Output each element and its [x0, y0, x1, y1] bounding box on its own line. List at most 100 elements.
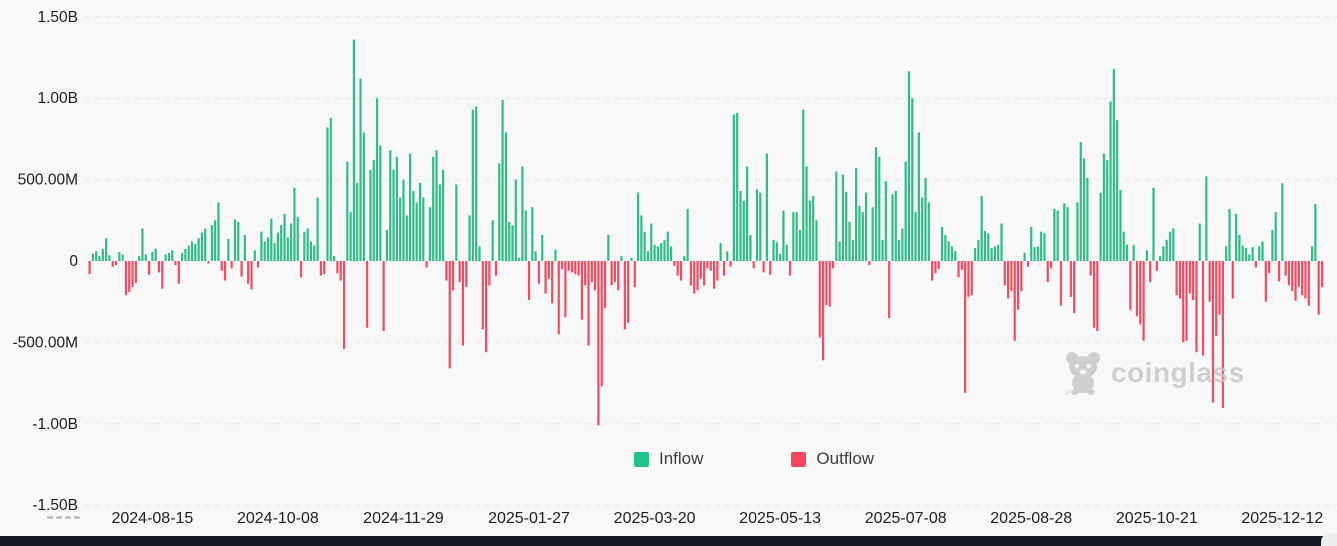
- bar-inflow[interactable]: [947, 241, 950, 261]
- bar-inflow[interactable]: [1030, 226, 1033, 261]
- bar-outflow[interactable]: [1307, 261, 1310, 306]
- bar-outflow[interactable]: [124, 261, 128, 296]
- bar-outflow[interactable]: [299, 261, 303, 278]
- bar-inflow[interactable]: [630, 257, 633, 261]
- bar-inflow[interactable]: [640, 215, 643, 261]
- bar-outflow[interactable]: [174, 261, 177, 266]
- bar-outflow[interactable]: [1178, 261, 1182, 299]
- bar-outflow[interactable]: [934, 261, 937, 274]
- bar-inflow[interactable]: [422, 197, 425, 261]
- bar-inflow[interactable]: [468, 215, 471, 261]
- bar-inflow[interactable]: [881, 239, 884, 261]
- bar-inflow[interactable]: [1116, 120, 1119, 262]
- bar-inflow[interactable]: [1112, 68, 1115, 262]
- bar-outflow[interactable]: [1185, 261, 1188, 341]
- bar-inflow[interactable]: [785, 244, 788, 261]
- bar-outflow[interactable]: [623, 261, 626, 330]
- bar-inflow[interactable]: [927, 202, 930, 261]
- bar-inflow[interactable]: [313, 245, 316, 261]
- bar-inflow[interactable]: [1125, 244, 1129, 261]
- bar-inflow[interactable]: [309, 241, 313, 261]
- bar-inflow[interactable]: [1086, 177, 1089, 261]
- bar-inflow[interactable]: [1145, 250, 1148, 261]
- bar-inflow[interactable]: [402, 179, 405, 261]
- bar-outflow[interactable]: [821, 261, 825, 361]
- bar-inflow[interactable]: [1225, 246, 1228, 261]
- bar-inflow[interactable]: [907, 71, 911, 261]
- bar-inflow[interactable]: [491, 220, 494, 261]
- bar-outflow[interactable]: [1254, 261, 1258, 268]
- bar-outflow[interactable]: [458, 261, 461, 283]
- bar-inflow[interactable]: [1099, 192, 1102, 261]
- bar-inflow[interactable]: [1234, 213, 1238, 261]
- bar-outflow[interactable]: [1003, 261, 1006, 286]
- bar-inflow[interactable]: [666, 231, 669, 261]
- bar-inflow[interactable]: [940, 226, 944, 261]
- bar-inflow[interactable]: [1053, 208, 1056, 261]
- bar-inflow[interactable]: [759, 192, 762, 261]
- bar-outflow[interactable]: [319, 261, 322, 276]
- bar-inflow[interactable]: [475, 106, 478, 261]
- bar-inflow[interactable]: [138, 256, 141, 261]
- bar-inflow[interactable]: [1168, 231, 1172, 261]
- bar-inflow[interactable]: [983, 230, 987, 261]
- bar-outflow[interactable]: [128, 261, 131, 292]
- bar-inflow[interactable]: [1056, 210, 1059, 261]
- bar-inflow[interactable]: [802, 109, 805, 261]
- bar-inflow[interactable]: [91, 253, 94, 261]
- bar-inflow[interactable]: [362, 132, 365, 261]
- bar-inflow[interactable]: [1083, 158, 1086, 261]
- bar-inflow[interactable]: [379, 145, 382, 261]
- bar-outflow[interactable]: [537, 261, 541, 284]
- bar-inflow[interactable]: [498, 163, 501, 261]
- bar-inflow[interactable]: [167, 252, 170, 261]
- bar-outflow[interactable]: [527, 261, 531, 301]
- bar-inflow[interactable]: [389, 150, 392, 261]
- bar-inflow[interactable]: [607, 234, 610, 261]
- bar-outflow[interactable]: [825, 261, 828, 305]
- bar-outflow[interactable]: [161, 261, 164, 289]
- bar-inflow[interactable]: [504, 132, 507, 261]
- bar-inflow[interactable]: [663, 239, 666, 261]
- bar-inflow[interactable]: [1251, 247, 1254, 261]
- bar-inflow[interactable]: [653, 244, 656, 261]
- bar-outflow[interactable]: [600, 261, 603, 387]
- bar-inflow[interactable]: [329, 117, 332, 262]
- bar-inflow[interactable]: [253, 250, 256, 261]
- legend-item-outflow[interactable]: Outflow: [791, 449, 874, 469]
- bar-inflow[interactable]: [372, 160, 375, 261]
- bar-inflow[interactable]: [779, 253, 782, 261]
- bar-outflow[interactable]: [323, 261, 326, 275]
- bar-outflow[interactable]: [1268, 261, 1271, 274]
- bar-inflow[interactable]: [871, 207, 874, 261]
- bar-outflow[interactable]: [1026, 261, 1030, 267]
- bar-outflow[interactable]: [1175, 261, 1178, 296]
- bar-outflow[interactable]: [689, 261, 693, 286]
- bar-inflow[interactable]: [775, 242, 778, 261]
- bar-inflow[interactable]: [841, 174, 845, 261]
- bar-outflow[interactable]: [250, 261, 253, 290]
- bar-outflow[interactable]: [1317, 261, 1320, 315]
- bar-outflow[interactable]: [1188, 261, 1191, 294]
- bar-outflow[interactable]: [557, 261, 560, 335]
- bar-inflow[interactable]: [742, 200, 745, 261]
- bar-outflow[interactable]: [111, 261, 114, 267]
- bar-inflow[interactable]: [1036, 246, 1039, 261]
- bar-inflow[interactable]: [805, 166, 808, 261]
- bar-outflow[interactable]: [247, 261, 250, 284]
- bar-outflow[interactable]: [964, 261, 967, 393]
- bar-outflow[interactable]: [603, 261, 607, 309]
- bar-inflow[interactable]: [273, 243, 276, 261]
- bar-outflow[interactable]: [1215, 261, 1218, 336]
- bar-outflow[interactable]: [818, 261, 821, 338]
- bar-outflow[interactable]: [706, 261, 709, 269]
- bar-inflow[interactable]: [921, 197, 924, 261]
- bar-inflow[interactable]: [739, 191, 742, 261]
- bar-inflow[interactable]: [950, 246, 954, 261]
- bar-outflow[interactable]: [1013, 261, 1016, 341]
- bar-outflow[interactable]: [617, 261, 620, 291]
- bar-inflow[interactable]: [1228, 208, 1231, 261]
- bar-inflow[interactable]: [511, 225, 514, 261]
- bar-outflow[interactable]: [547, 261, 550, 279]
- bar-inflow[interactable]: [233, 219, 237, 261]
